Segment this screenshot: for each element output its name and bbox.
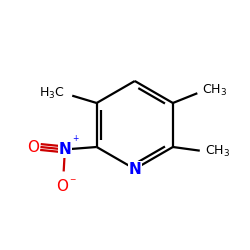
Text: CH$_3$: CH$_3$ [205, 144, 230, 160]
Text: $^+$: $^+$ [71, 134, 80, 144]
Text: $^-$: $^-$ [68, 178, 77, 188]
Text: O: O [27, 140, 39, 154]
Text: H$_3$C: H$_3$C [39, 86, 65, 101]
Text: N: N [128, 162, 141, 176]
Text: CH$_3$: CH$_3$ [202, 83, 227, 98]
Text: N: N [58, 142, 71, 157]
Text: O: O [56, 179, 68, 194]
